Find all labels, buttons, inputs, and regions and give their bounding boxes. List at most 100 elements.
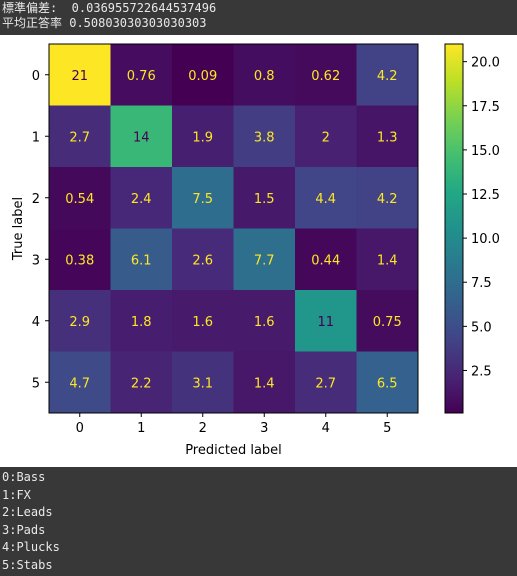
heatmap-cells: 21 0.76 0.09 0.8 0.62 4.2 2.7 14 1.9 3.8 2 1.3 0.54 2… bbox=[49, 44, 419, 414]
cell-value-label: 21 bbox=[71, 69, 88, 84]
heatmap-cell bbox=[110, 105, 173, 168]
mean-accuracy-line: 平均正答率 0.50803030303030303 bbox=[2, 16, 207, 30]
confusion-matrix-chart: 21 0.76 0.09 0.8 0.62 4.22.7 14 1.9 3.8 2 1.30.54 2… bbox=[11, 43, 500, 458]
heatmap-cell bbox=[110, 351, 173, 414]
std-dev-line: 標準偏差: 0.036955722644537496 bbox=[2, 1, 217, 15]
heatmap-cell bbox=[49, 105, 111, 168]
x-tick-label: 1 bbox=[137, 421, 145, 436]
cell-value-label: 1.4 bbox=[377, 253, 398, 268]
heatmap-cell bbox=[356, 228, 419, 291]
colorbar-tick-label: 10.0 bbox=[471, 232, 500, 247]
y-tick-label: 5 bbox=[32, 376, 40, 391]
colorbar-tick-label: 5.0 bbox=[471, 320, 492, 335]
cell-value-label: 1.8 bbox=[131, 315, 152, 330]
cell-value-label: 1.6 bbox=[192, 315, 213, 330]
cell-value-label: 6.1 bbox=[131, 253, 152, 268]
cell-value-label: 4.2 bbox=[377, 192, 398, 207]
cell-value-label: 2.7 bbox=[315, 376, 336, 391]
colorbar-tick-label: 2.5 bbox=[471, 364, 492, 379]
colorbar-tick-label: 7.5 bbox=[471, 276, 492, 291]
colorbar-tick-label: 20.0 bbox=[471, 56, 500, 71]
heatmap-cell bbox=[110, 167, 173, 229]
heatmap-cell bbox=[110, 228, 173, 291]
cell-value-label: 7.5 bbox=[192, 192, 213, 207]
heatmap-cell bbox=[356, 290, 419, 352]
heatmap-cell bbox=[172, 167, 234, 229]
cell-value-label: 1.6 bbox=[254, 315, 275, 330]
legend-item: 1:FX bbox=[2, 487, 31, 502]
confusion-matrix-figure: 21 0.76 0.09 0.8 0.62 4.2 2.7 14 1.9 3.8 2 1.3 0.54 2… bbox=[0, 35, 517, 467]
cell-value-label: 7.7 bbox=[254, 253, 275, 268]
heatmap-cell bbox=[295, 44, 357, 106]
heatmap-cell bbox=[172, 290, 234, 352]
x-tick-label: 5 bbox=[383, 421, 391, 436]
x-tick-label: 4 bbox=[322, 421, 330, 436]
legend-item: 5:Stabs bbox=[2, 557, 53, 572]
plot-frame bbox=[48, 43, 419, 414]
y-tick-label: 3 bbox=[32, 253, 40, 268]
heatmap-cell bbox=[233, 228, 296, 291]
cell-value-label: 0.76 bbox=[127, 69, 156, 84]
heatmap-cell bbox=[356, 167, 419, 229]
cell-value-label: 0.62 bbox=[311, 69, 340, 84]
y-axis-ticks: 0 1 2 3 4 5 bbox=[32, 69, 49, 391]
class-legend: 0:Bass 1:FX 2:Leads 3:Pads 4:Plucks 5:St… bbox=[2, 469, 60, 574]
cell-value-label: 2.2 bbox=[131, 376, 152, 391]
cell-value-label: 3.8 bbox=[254, 130, 275, 145]
cell-value-label: 2.9 bbox=[69, 315, 90, 330]
cell-value-label: 0.75 bbox=[373, 315, 402, 330]
heatmap-cell bbox=[295, 351, 357, 414]
heatmap-cell bbox=[172, 351, 234, 414]
heatmap-cell bbox=[295, 105, 357, 168]
heatmap-cell bbox=[49, 44, 111, 106]
cell-value-label: 2.7 bbox=[69, 130, 90, 145]
cell-value-label: 0.54 bbox=[65, 192, 94, 207]
heatmap-cell bbox=[49, 167, 111, 229]
heatmap-cell bbox=[110, 44, 173, 106]
heatmap-cell bbox=[233, 290, 296, 352]
heatmap-cell bbox=[295, 167, 357, 229]
cell-value-label: 1.3 bbox=[377, 130, 398, 145]
cell-value-label: 4.2 bbox=[377, 69, 398, 84]
heatmap-cell bbox=[233, 167, 296, 229]
heatmap-cell bbox=[49, 290, 111, 352]
heatmap-cell bbox=[172, 228, 234, 291]
heatmap-cell bbox=[233, 44, 296, 106]
cell-value-label: 1.5 bbox=[254, 192, 275, 207]
heatmap-cell bbox=[356, 351, 419, 414]
colorbar-tick-label: 17.5 bbox=[471, 100, 500, 115]
heatmap-cell bbox=[233, 105, 296, 168]
colorbar-tick-label: 15.0 bbox=[471, 144, 500, 159]
y-axis-label: True label bbox=[11, 197, 26, 261]
y-tick-label: 1 bbox=[32, 130, 40, 145]
x-tick-label: 0 bbox=[76, 421, 84, 436]
heatmap-cell bbox=[172, 105, 234, 168]
cell-value-label: 2.6 bbox=[192, 253, 213, 268]
cell-value-label: 3.1 bbox=[192, 376, 213, 391]
x-axis-ticks: 0 1 2 3 4 5 bbox=[76, 413, 391, 436]
colorbar-ticks: 2.5 5.0 7.5 10.0 12.5 15.0 17.5 20.0 bbox=[463, 56, 500, 379]
heatmap-cell bbox=[295, 290, 357, 352]
cell-value-label: 0.8 bbox=[254, 69, 275, 84]
cell-value-label: 1.4 bbox=[254, 376, 275, 391]
y-tick-label: 0 bbox=[32, 69, 40, 84]
x-tick-label: 2 bbox=[199, 421, 207, 436]
colorbar-tick-label: 12.5 bbox=[471, 188, 500, 203]
heatmap-cell bbox=[233, 351, 296, 414]
cell-value-label: 4.4 bbox=[315, 192, 336, 207]
cell-value-label: 11 bbox=[317, 315, 334, 330]
heatmap-cell bbox=[172, 44, 234, 106]
heatmap-cell bbox=[49, 228, 111, 291]
cell-value-label: 0.38 bbox=[65, 253, 94, 268]
heatmap-cell bbox=[295, 228, 357, 291]
y-tick-label: 2 bbox=[32, 192, 40, 207]
colorbar bbox=[444, 43, 464, 414]
cell-value-label: 2.4 bbox=[131, 192, 152, 207]
cell-value-label: 0.09 bbox=[188, 69, 217, 84]
cell-value-label: 0.44 bbox=[311, 253, 340, 268]
heatmap-cell bbox=[49, 351, 111, 414]
cell-value-label: 6.5 bbox=[377, 376, 398, 391]
cell-value-label: 4.7 bbox=[69, 376, 90, 391]
y-tick-label: 4 bbox=[32, 315, 40, 330]
legend-item: 2:Leads bbox=[2, 505, 53, 519]
